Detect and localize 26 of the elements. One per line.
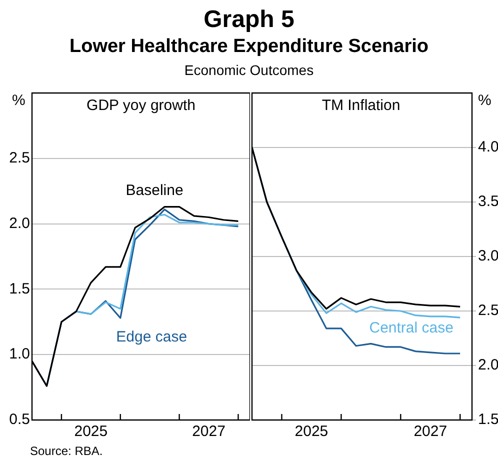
x-tick-label: 2027 xyxy=(414,423,448,440)
text: Economic Outcomes xyxy=(183,62,315,78)
y-axis-title: % xyxy=(12,92,26,109)
series-label: Central case xyxy=(369,320,454,337)
chart-title: TM Inflation xyxy=(320,97,402,114)
y-tick-label: 3.5 xyxy=(478,193,498,210)
y-tick-label: 2.5 xyxy=(9,150,30,167)
y-tick-label: 0.5 xyxy=(9,411,30,428)
y-tick-label: 1.5 xyxy=(9,280,30,298)
series-label: Edge case xyxy=(116,328,188,346)
y-tick-label: 1.5 xyxy=(478,411,498,428)
y-tick-label: 2.0 xyxy=(478,356,498,374)
x-tick-label: 2025 xyxy=(74,423,108,440)
y-axis-title: % xyxy=(478,92,492,109)
y-tick-label: 2.0 xyxy=(9,214,30,232)
source-note: Source: RBA. xyxy=(30,444,103,458)
text: Lower Healthcare Expenditure Scenario xyxy=(68,36,430,58)
y-tick-label: 1.0 xyxy=(9,346,30,363)
y-tick-label: 2.5 xyxy=(478,302,498,320)
y-tick-label: 4.0 xyxy=(478,138,498,156)
x-tick-label: 2027 xyxy=(192,423,226,440)
caption: Graph 5 xyxy=(202,6,296,34)
x-tick-label: 2025 xyxy=(294,423,328,440)
chart-title: GDP yoy growth xyxy=(86,97,196,114)
series-label: Baseline xyxy=(126,182,184,200)
y-tick-label: 3.0 xyxy=(478,248,498,265)
